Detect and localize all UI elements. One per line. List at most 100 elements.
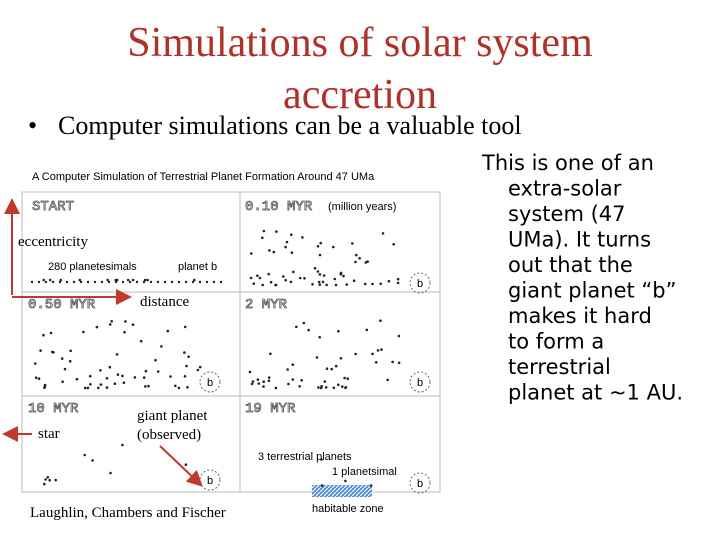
planetesimal-dot bbox=[37, 280, 41, 284]
planetesimal-dot bbox=[34, 376, 38, 380]
planetesimal-dot bbox=[147, 384, 150, 388]
planetesimal-dot bbox=[116, 373, 120, 376]
planetesimal-dot bbox=[144, 369, 148, 373]
planetesimal-dot bbox=[185, 364, 188, 368]
planetesimal-dot bbox=[248, 370, 252, 374]
planetesimal-dot bbox=[170, 280, 174, 284]
planetesimal-dot bbox=[291, 363, 295, 367]
planetesimal-dot bbox=[267, 379, 271, 383]
planetesimal-dot bbox=[274, 283, 277, 287]
panel-label: 2 MYR bbox=[245, 297, 288, 313]
planetesimal-dot bbox=[380, 348, 383, 351]
planetesimal-dot bbox=[268, 249, 271, 252]
planet-marker: b bbox=[417, 478, 423, 490]
planetesimal-dot bbox=[183, 325, 187, 329]
planetesimal-dot bbox=[284, 245, 287, 249]
planetesimal-dot bbox=[144, 385, 147, 388]
panel-label: 0.10 MYR bbox=[245, 199, 313, 215]
planetesimal-dot bbox=[320, 484, 324, 487]
planet-marker-ring bbox=[199, 371, 221, 393]
planetesimal-dot bbox=[252, 282, 256, 286]
planetesimal-dot bbox=[89, 383, 92, 386]
planetesimal-dot bbox=[249, 276, 253, 280]
planet-marker-ring bbox=[409, 272, 431, 294]
planetesimal-dot bbox=[187, 355, 190, 359]
planetesimal-dot bbox=[318, 273, 322, 276]
planetesimal-dot bbox=[262, 380, 266, 384]
planetesimal-dot bbox=[369, 484, 373, 487]
planetesimal-dot bbox=[183, 351, 186, 354]
planetesimal-dot bbox=[54, 478, 57, 482]
planetesimal-dot bbox=[303, 277, 306, 280]
planetesimal-dot bbox=[43, 383, 47, 387]
planetesimal-dot bbox=[374, 361, 378, 364]
planetesimal-dot bbox=[219, 280, 223, 284]
planetesimal-dot bbox=[58, 280, 62, 284]
planetesimal-dot bbox=[387, 279, 391, 283]
planetesimal-dot bbox=[396, 277, 400, 281]
planetesimal-dot bbox=[354, 260, 357, 264]
planetesimal-dot bbox=[256, 274, 259, 278]
planet-marker-ring bbox=[409, 472, 431, 494]
side-text: to form a bbox=[508, 330, 604, 354]
annotation: giant planet bbox=[137, 408, 208, 424]
planetesimal-dot bbox=[332, 386, 336, 390]
planetesimal-dot bbox=[256, 378, 260, 381]
planetesimal-dot bbox=[363, 282, 367, 286]
planetesimal-dot bbox=[352, 279, 356, 283]
planetesimal-dot bbox=[323, 380, 327, 383]
planetesimal-dot bbox=[261, 283, 265, 287]
planetesimal-dot bbox=[376, 349, 380, 352]
planetesimal-dot bbox=[63, 367, 67, 371]
planetesimal-dot bbox=[324, 386, 328, 389]
planetesimal-dot bbox=[143, 278, 147, 282]
planetesimal-dot bbox=[301, 236, 304, 239]
planetesimal-dot bbox=[284, 278, 288, 282]
planetesimal-dot bbox=[290, 251, 294, 254]
planetesimal-dot bbox=[298, 385, 302, 388]
planetesimal-dot bbox=[108, 365, 112, 369]
planetesimal-dot bbox=[115, 278, 119, 282]
annotation: (observed) bbox=[137, 427, 201, 443]
planetesimal-dot bbox=[30, 280, 34, 284]
bullet-text: Computer simulations can be a valuable t… bbox=[58, 111, 522, 140]
side-text: out that the bbox=[508, 253, 633, 277]
figure-title: A Computer Simulation of Terrestrial Pla… bbox=[32, 171, 375, 183]
planetesimal-dot bbox=[325, 283, 328, 287]
planetesimal-dot bbox=[262, 385, 265, 388]
planetesimal-dot bbox=[379, 319, 382, 323]
side-text: system (47 bbox=[508, 202, 626, 226]
planetesimal-dot bbox=[322, 274, 326, 277]
figure-frame bbox=[21, 191, 441, 493]
time-unit: (million years) bbox=[328, 201, 396, 213]
credit: Laughlin, Chambers and Fischer bbox=[30, 505, 226, 521]
planetesimal-dot bbox=[183, 375, 187, 378]
planetesimal-dot bbox=[121, 280, 125, 284]
planetesimal-dot bbox=[72, 280, 76, 284]
planetesimal-dot bbox=[319, 241, 323, 245]
bullet-dot: • bbox=[28, 111, 37, 140]
title-line: accretion bbox=[283, 72, 437, 118]
planetesimal-dot bbox=[131, 323, 135, 327]
side-text: extra-solar bbox=[508, 177, 622, 201]
planetesimal-dot bbox=[128, 280, 132, 284]
planetesimal-dot bbox=[302, 321, 306, 325]
planetesimal-dot bbox=[135, 280, 139, 284]
planetesimal-dot bbox=[105, 386, 109, 389]
planetesimal-dot bbox=[262, 229, 266, 233]
planetesimal-dot bbox=[106, 278, 109, 282]
planetesimal-dot bbox=[48, 278, 52, 282]
planetesimal-dot bbox=[107, 280, 111, 284]
start-count: 280 planetesimals bbox=[48, 261, 137, 273]
planetesimal-dot bbox=[272, 250, 276, 254]
planetesimal-dot bbox=[339, 271, 343, 275]
side-text: UMa). It turns bbox=[508, 228, 651, 252]
planetesimal-dot bbox=[83, 453, 86, 457]
figure: A Computer Simulation of Terrestrial Pla… bbox=[21, 171, 441, 515]
planetesimal-dot bbox=[39, 349, 42, 352]
planetesimal-dot bbox=[205, 280, 209, 284]
planetesimal-dot bbox=[33, 362, 37, 365]
planetesimal-dot bbox=[123, 330, 126, 334]
planetesimal-dot bbox=[42, 278, 45, 282]
